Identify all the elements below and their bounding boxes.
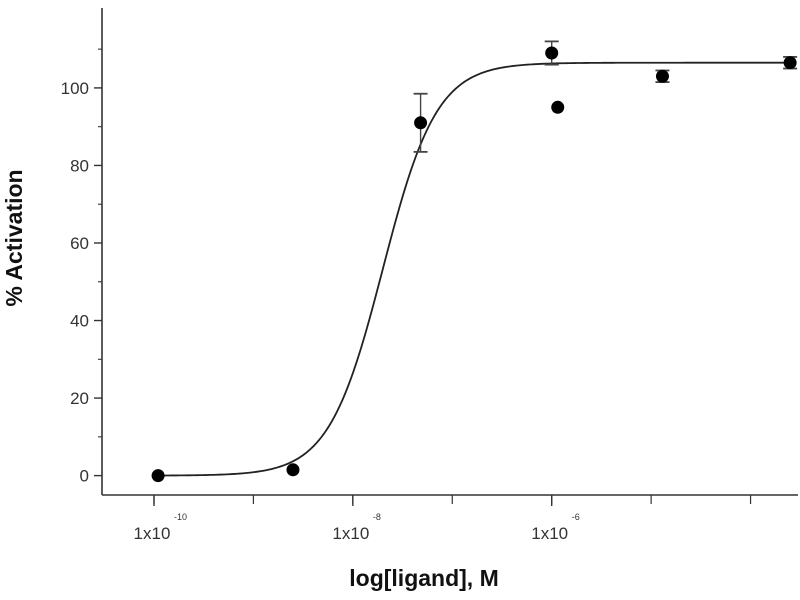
axes: [101, 8, 798, 496]
x-tick-label: 1x10: [332, 524, 369, 543]
data-point: [414, 116, 428, 130]
data-point: [783, 56, 797, 70]
y-tick-label: 40: [70, 312, 89, 331]
tick-marks: [94, 48, 752, 506]
y-tick-label: 20: [70, 389, 89, 408]
data-point: [545, 46, 559, 60]
x-tick-label: 1x10: [134, 524, 171, 543]
y-tick-label: 100: [61, 79, 89, 98]
x-axis-title: log[ligand], M: [349, 565, 498, 591]
data-point: [151, 469, 165, 483]
data-points: [151, 46, 797, 483]
y-tick-label: 80: [70, 156, 89, 175]
y-tick-label: 0: [80, 467, 89, 486]
x-tick-exponent: -6: [572, 512, 580, 522]
y-axis-title: % Activation: [1, 169, 27, 306]
x-tick-exponent: -8: [373, 512, 381, 522]
error-bars: [413, 40, 798, 153]
x-tick-exponent: -10: [174, 512, 187, 522]
y-tick-label: 60: [70, 234, 89, 253]
x-tick-label: 1x10: [531, 524, 568, 543]
data-point: [551, 100, 565, 114]
fit-curve: [158, 61, 791, 477]
data-point: [286, 463, 300, 477]
data-point: [655, 69, 669, 83]
